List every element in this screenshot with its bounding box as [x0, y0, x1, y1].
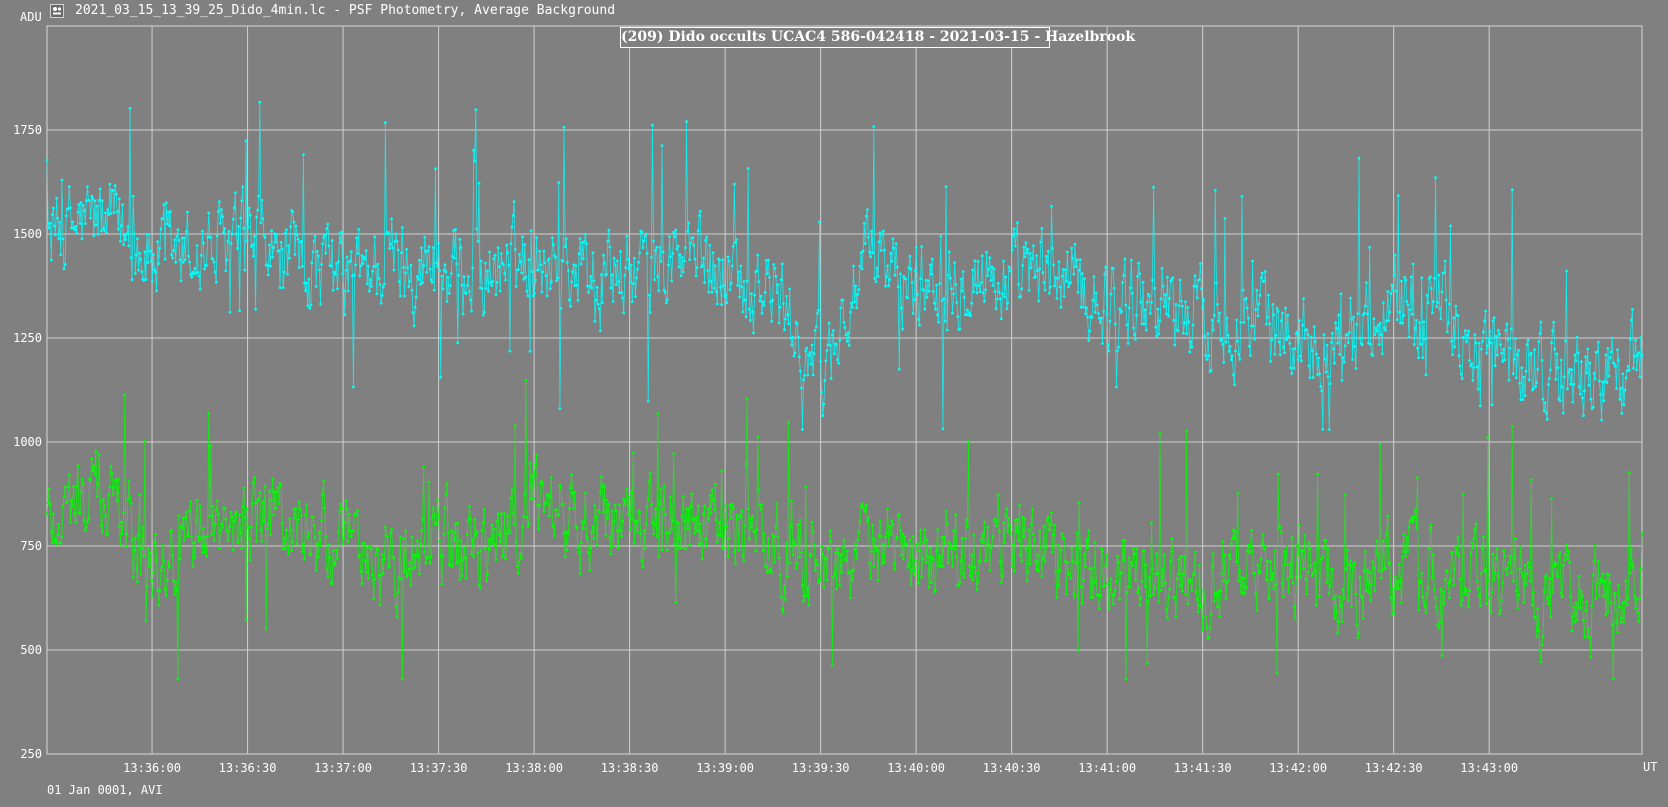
x-tick-label: 13:42:30: [1365, 761, 1423, 775]
x-tick-label: 13:36:30: [219, 761, 277, 775]
y-axis-unit-label: ADU: [20, 10, 42, 24]
series-layer: [45, 100, 1644, 681]
x-tick-label: 13:40:00: [887, 761, 945, 775]
x-tick-label: 13:40:30: [983, 761, 1041, 775]
y-tick-label: 1750: [13, 123, 42, 137]
x-tick-label: 13:41:00: [1078, 761, 1136, 775]
y-tick-label: 750: [20, 539, 42, 553]
x-tick-label: 13:37:30: [410, 761, 468, 775]
series-1: [45, 100, 1644, 431]
window-title: 2021_03_15_13_39_25_Dido_4min.lc - PSF P…: [75, 3, 616, 18]
y-tick-label: 1250: [13, 331, 42, 345]
x-tick-label: 13:37:00: [314, 761, 372, 775]
series-points: [45, 100, 1644, 431]
y-tick-label: 1500: [13, 227, 42, 241]
plot-area-frame: [46, 25, 1643, 755]
series-points: [45, 378, 1644, 681]
x-tick-label: 13:43:00: [1460, 761, 1518, 775]
x-tick-label: 13:39:00: [696, 761, 754, 775]
grid-lines: [47, 26, 1642, 754]
x-axis-unit-label: UT: [1643, 760, 1658, 774]
x-tick-label: 13:36:00: [123, 761, 181, 775]
x-tick-label: 13:41:30: [1174, 761, 1232, 775]
footer-date-label: 01 Jan 0001, AVI: [47, 783, 163, 797]
tick-labels: 250 500 750 1000 1250 1500 1750 13:36:00 13:36:3…: [13, 123, 1518, 775]
series-line: [46, 102, 1643, 430]
window-titlebar: 2021_03_15_13_39_25_Dido_4min.lc - PSF P…: [0, 0, 1668, 24]
x-tick-label: 13:42:00: [1269, 761, 1327, 775]
x-tick-label: 13:38:30: [601, 761, 659, 775]
x-tick-label: 13:39:30: [792, 761, 850, 775]
y-tick-label: 500: [20, 643, 42, 657]
lightcurve-app-icon: [50, 4, 64, 18]
chart-title: (209) Dido occults UCAC4 586-042418 - 20…: [620, 27, 1135, 48]
y-tick-label: 1000: [13, 435, 42, 449]
series-2: [45, 378, 1644, 681]
x-tick-label: 13:38:00: [505, 761, 563, 775]
y-tick-label: 250: [20, 747, 42, 761]
